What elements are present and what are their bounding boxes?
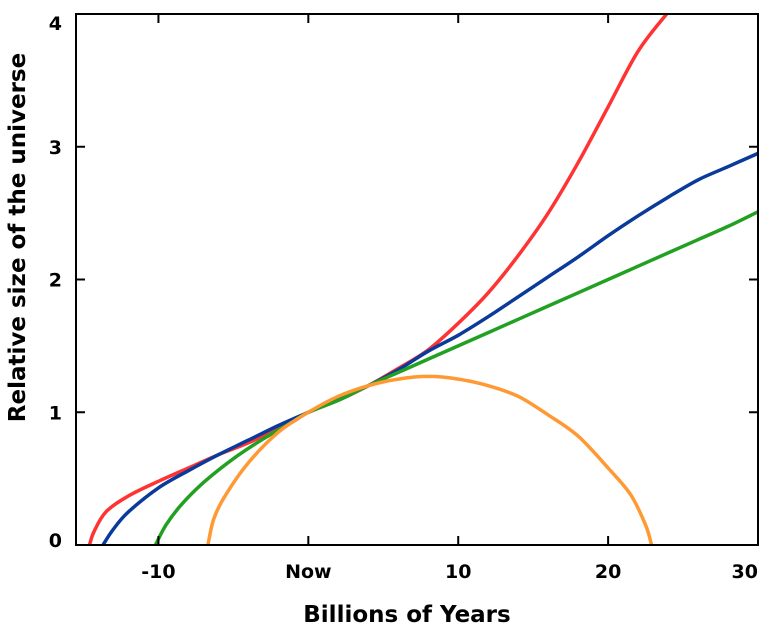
series-line-4 [206,374,654,545]
x-axis-ticks: -10 Now 10 20 30 [141,14,759,583]
series-line-1 [87,14,669,545]
series-line-2 [101,151,758,545]
x-tick-label: 30 [732,561,758,583]
y-axis-ticks: 0 1 2 3 4 [49,13,758,552]
y-tick-label: 3 [49,137,62,159]
x-tick-label: -10 [141,561,175,583]
y-axis-title: Relative size of the universe [5,53,31,422]
x-tick-label: 10 [445,561,471,583]
x-tick-label: Now [285,561,332,583]
y-tick-label: 2 [49,270,62,292]
y-tick-label: 0 [49,530,62,552]
series-curves [87,14,758,545]
y-tick-label: 4 [49,13,62,35]
x-axis-title: Billions of Years [303,602,510,628]
plot-frame [75,13,759,546]
y-tick-label: 1 [49,402,62,424]
x-tick-label: 20 [595,561,621,583]
series-line-3 [153,210,758,545]
